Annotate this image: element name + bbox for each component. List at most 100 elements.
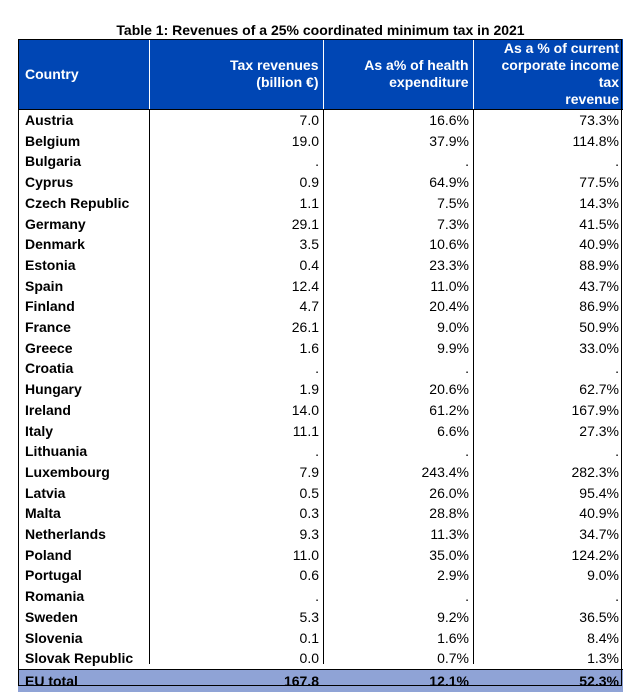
cell-country: Luxembourg bbox=[25, 463, 110, 480]
cell-tax-revenues: 0.9 bbox=[299, 174, 319, 191]
table-row: Slovak Republic 0.0 0.7% 1.3% bbox=[18, 648, 623, 669]
cell-country: Estonia bbox=[25, 256, 76, 273]
cell-cit-share: 40.9% bbox=[579, 236, 619, 253]
cell-health-share: 9.2% bbox=[437, 608, 469, 625]
cell-country: Hungary bbox=[25, 381, 82, 398]
table-row: Slovenia 0.1 1.6% 8.4% bbox=[18, 628, 623, 649]
column-divider bbox=[323, 109, 324, 664]
header-cit-line2: corporate income tax bbox=[501, 57, 619, 90]
cell-cit-share: 95.4% bbox=[579, 484, 619, 501]
cell-country: Lithuania bbox=[25, 443, 88, 460]
cell-country: Bulgaria bbox=[25, 153, 82, 170]
cell-cit-share: 86.9% bbox=[579, 298, 619, 315]
cell-tax-revenues: 4.7 bbox=[299, 298, 319, 315]
cell-health-share: 9.9% bbox=[437, 339, 469, 356]
cell-country: Czech Republic bbox=[25, 194, 130, 211]
cell-health-share: 23.3% bbox=[429, 256, 469, 273]
cell-cit-share: 50.9% bbox=[579, 319, 619, 336]
cell-tax-revenues: 1.9 bbox=[299, 381, 319, 398]
cell-country: Cyprus bbox=[25, 174, 74, 191]
cell-cit-share: 282.3% bbox=[571, 463, 619, 480]
cell-country: Finland bbox=[25, 298, 75, 315]
header-health-line1: As a% of health bbox=[364, 57, 469, 73]
table-row: Netherlands 9.3 11.3% 34.7% bbox=[18, 524, 623, 545]
cell-health-share: . bbox=[465, 360, 469, 377]
cell-country: Austria bbox=[25, 112, 74, 128]
table-row: Denmark 3.5 10.6% 40.9% bbox=[18, 234, 623, 255]
cell-tax-revenues: 0.1 bbox=[299, 629, 319, 646]
cell-cit-share: 36.5% bbox=[579, 608, 619, 625]
header-tax-revenues: Tax revenues (billion €) bbox=[148, 39, 323, 110]
cell-country: Malta bbox=[25, 505, 61, 522]
cell-cit-share: 1.3% bbox=[587, 650, 619, 667]
cell-tax-revenues: 9.3 bbox=[299, 526, 319, 543]
cell-cit-share: 34.7% bbox=[579, 526, 619, 543]
cell-tax-revenues: . bbox=[315, 443, 319, 460]
cell-cit-share: . bbox=[615, 588, 619, 605]
cell-tax-revenues: 5.3 bbox=[299, 608, 319, 625]
cell-cit-share: 40.9% bbox=[579, 505, 619, 522]
header-health-line2: expenditure bbox=[389, 74, 469, 90]
table-footer: EU total 167.8 12.1% 52.3% bbox=[18, 668, 623, 692]
header-tax-line2: (billion €) bbox=[256, 74, 319, 90]
cell-health-share: 16.6% bbox=[429, 112, 469, 128]
cell-cit-share: 9.0% bbox=[587, 567, 619, 584]
revenue-table: Country Tax revenues (billion €) As a% o… bbox=[18, 39, 623, 692]
cell-country: Denmark bbox=[25, 236, 85, 253]
table-row: Spain 12.4 11.0% 43.7% bbox=[18, 276, 623, 297]
cell-health-share: 11.0% bbox=[430, 277, 469, 294]
cell-cit-share: . bbox=[615, 360, 619, 377]
table-row: Germany 29.1 7.3% 41.5% bbox=[18, 214, 623, 235]
header-country-label: Country bbox=[25, 65, 79, 82]
cell-cit-share: 77.5% bbox=[579, 174, 619, 191]
table-row: Finland 4.7 20.4% 86.9% bbox=[18, 296, 623, 317]
header-country: Country bbox=[18, 39, 149, 110]
table-row: Malta 0.3 28.8% 40.9% bbox=[18, 503, 623, 524]
cell-tax-revenues: 0.6 bbox=[299, 567, 319, 584]
cell-health-share: 20.4% bbox=[429, 298, 469, 315]
cell-cit-share: 73.3% bbox=[579, 112, 619, 128]
cell-tax-revenues: . bbox=[315, 588, 319, 605]
cell-health-share: . bbox=[465, 153, 469, 170]
table-row: Austria 7.0 16.6% 73.3% bbox=[18, 110, 623, 131]
cell-health-share: 28.8% bbox=[429, 505, 469, 522]
cell-cit-share: 43.7% bbox=[579, 277, 619, 294]
header-cit-line1: As a % of current bbox=[503, 40, 619, 56]
cell-cit-share: 41.5% bbox=[579, 215, 619, 232]
cell-cit-share: 8.4% bbox=[587, 629, 619, 646]
cell-health-share: 10.6% bbox=[429, 236, 469, 253]
cell-cit-share: 124.2% bbox=[571, 546, 619, 563]
table-row: Greece 1.6 9.9% 33.0% bbox=[18, 338, 623, 359]
cell-tax-revenues: 3.5 bbox=[299, 236, 319, 253]
cell-health-share: 243.4% bbox=[421, 463, 469, 480]
table-row: Sweden 5.3 9.2% 36.5% bbox=[18, 607, 623, 628]
cell-cit-share: 62.7% bbox=[579, 381, 619, 398]
cell-tax-revenues: 7.9 bbox=[299, 463, 319, 480]
column-divider bbox=[149, 109, 150, 664]
cell-health-share: . bbox=[465, 443, 469, 460]
total-row: EU total 167.8 12.1% 52.3% bbox=[18, 668, 623, 692]
cell-health-share: 1.6% bbox=[437, 629, 469, 646]
table-row: Estonia 0.4 23.3% 88.9% bbox=[18, 255, 623, 276]
cell-health-share: 35.0% bbox=[429, 546, 469, 563]
header-cit-line3: revenue bbox=[565, 91, 619, 107]
cell-country: Slovak Republic bbox=[25, 650, 134, 667]
cell-health-share: 2.9% bbox=[437, 567, 469, 584]
header-tax-line1: Tax revenues bbox=[230, 57, 319, 73]
cell-tax-revenues: 11.0 bbox=[292, 546, 319, 563]
cell-tax-revenues: 0.5 bbox=[299, 484, 319, 501]
cell-tax-revenues: . bbox=[315, 153, 319, 170]
cell-health-share: 26.0% bbox=[429, 484, 469, 501]
total-health: 12.1% bbox=[323, 668, 473, 692]
table-header: Country Tax revenues (billion €) As a% o… bbox=[18, 39, 623, 110]
cell-cit-share: 27.3% bbox=[579, 422, 619, 439]
cell-health-share: 0.7% bbox=[437, 650, 469, 667]
total-country: EU total bbox=[18, 668, 149, 692]
total-cit: 52.3% bbox=[473, 668, 623, 692]
cell-tax-revenues: 19.0 bbox=[291, 132, 319, 149]
table-row: Portugal 0.6 2.9% 9.0% bbox=[18, 565, 623, 586]
cell-country: Italy bbox=[25, 422, 54, 439]
cell-health-share: 11.3% bbox=[430, 526, 469, 543]
cell-country: Poland bbox=[25, 546, 72, 563]
table-row: Belgium 19.0 37.9% 114.8% bbox=[18, 131, 623, 152]
